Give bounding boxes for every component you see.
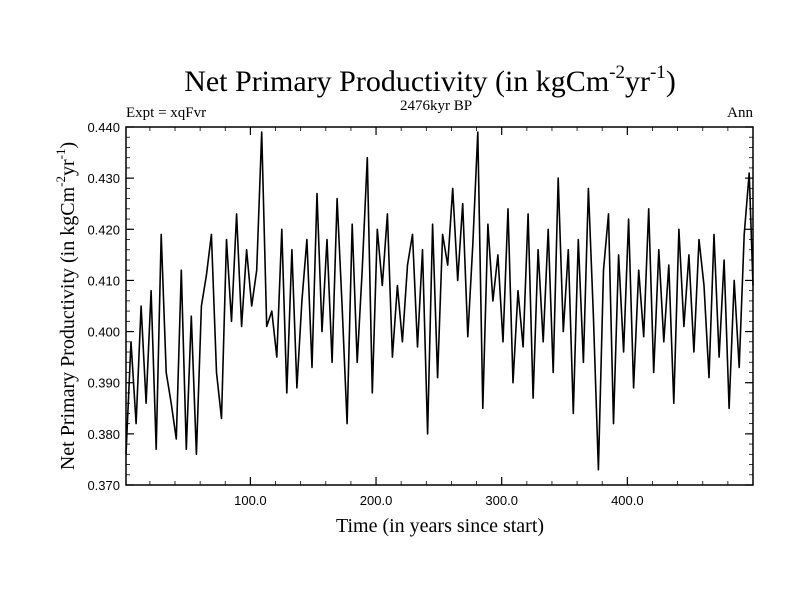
series-line — [125, 131, 754, 471]
x-axis-label: Time (in years since start) — [336, 515, 544, 537]
y-tick-label: 0.420 — [87, 222, 120, 237]
x-tick-label: 400.0 — [611, 493, 644, 508]
y-tick-label: 0.440 — [87, 120, 120, 135]
season-label: Ann — [727, 105, 753, 121]
period-label: 2476kyr BP — [400, 98, 472, 114]
y-tick-label: 0.430 — [87, 171, 120, 186]
axis-tick-labels: 0.370 0.380 0.390 0.400 0.410 0.420 0.430 0.440… — [87, 120, 643, 508]
y-axis-label: Net Primary Productivity (in kgCm-2yr-1) — [53, 142, 79, 470]
y-tick-label: 0.370 — [87, 478, 120, 493]
plot-frame — [125, 126, 754, 486]
series-group — [125, 131, 754, 471]
chart-title: Net Primary Productivity (in kgCm-2yr-1) — [184, 62, 676, 98]
y-tick-label: 0.380 — [87, 427, 120, 442]
x-tick-label: 300.0 — [485, 493, 518, 508]
x-tick-label: 100.0 — [234, 493, 267, 508]
experiment-label: Expt = xqFvr — [126, 105, 206, 121]
y-tick-label: 0.390 — [87, 376, 120, 391]
y-tick-label: 0.410 — [87, 273, 120, 288]
y-tick-label: 0.400 — [87, 325, 120, 340]
x-tick-label: 200.0 — [360, 493, 393, 508]
